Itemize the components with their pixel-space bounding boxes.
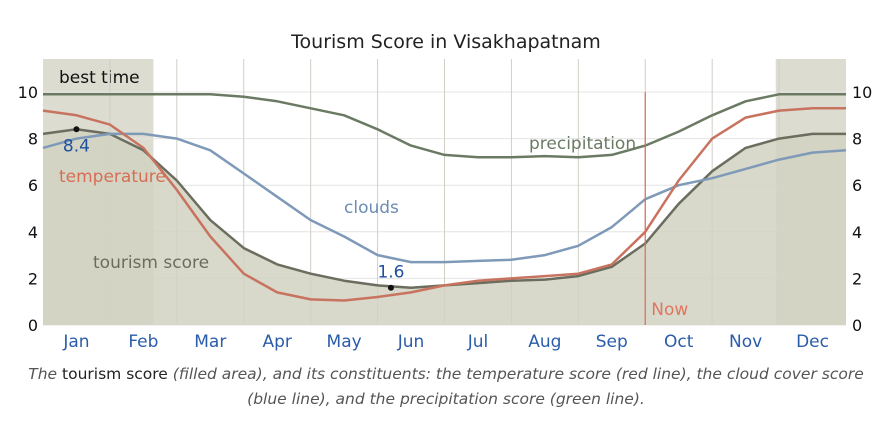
annotation-label: 1.6 (377, 263, 404, 283)
temperature-label: temperature (59, 167, 166, 187)
precipitation-line (43, 93, 846, 159)
month-label: May (327, 332, 362, 352)
y-tick-label-left: 10 (18, 83, 38, 102)
y-tick-label-right: 10 (852, 83, 872, 102)
month-label: Aug (528, 332, 561, 352)
caption-lead: The (28, 365, 63, 383)
precipitation-label: precipitation (529, 134, 636, 154)
month-label: Oct (664, 332, 694, 352)
clouds-line (42, 132, 847, 264)
y-tick-label-left: 4 (28, 223, 38, 242)
month-label: Sep (596, 332, 628, 352)
annotation-label: 8.4 (63, 136, 90, 156)
month-label: Dec (796, 332, 829, 352)
temperature-line (42, 107, 846, 302)
now-label: Now (651, 300, 688, 320)
annotation-point (387, 284, 394, 291)
y-tick-label-left: 6 (28, 176, 38, 195)
month-label: Mar (194, 332, 226, 352)
y-tick-label-right: 4 (852, 223, 862, 242)
best-time-label: best time (59, 68, 140, 88)
month-label: Nov (729, 332, 762, 352)
caption-body: (filled area), and its constituents: the… (167, 365, 864, 408)
y-tick-label-left: 8 (28, 130, 38, 149)
month-label: Apr (262, 332, 291, 352)
y-tick-label-right: 0 (852, 316, 862, 335)
tourism-score-label: tourism score (93, 253, 209, 273)
clouds-label: clouds (344, 198, 399, 218)
y-tick-label-right: 6 (852, 176, 862, 195)
y-tick-label-right: 8 (852, 130, 862, 149)
month-label: Jan (62, 332, 89, 352)
chart-caption: The tourism score (filled area), and its… (20, 362, 872, 412)
month-label: Jul (467, 332, 489, 352)
month-label: Feb (128, 332, 158, 352)
chart-title: Tourism Score in Visakhapatnam (290, 31, 601, 53)
annotation-point (73, 126, 80, 133)
tourism-score-chart: Tourism Score in Visakhapatnam best time… (18, 31, 873, 352)
y-tick-label-right: 2 (852, 269, 862, 288)
caption-emphasis: tourism score (62, 365, 168, 383)
y-tick-label-left: 2 (28, 269, 38, 288)
y-tick-label-left: 0 (28, 316, 38, 335)
month-label: Jun (397, 332, 425, 352)
